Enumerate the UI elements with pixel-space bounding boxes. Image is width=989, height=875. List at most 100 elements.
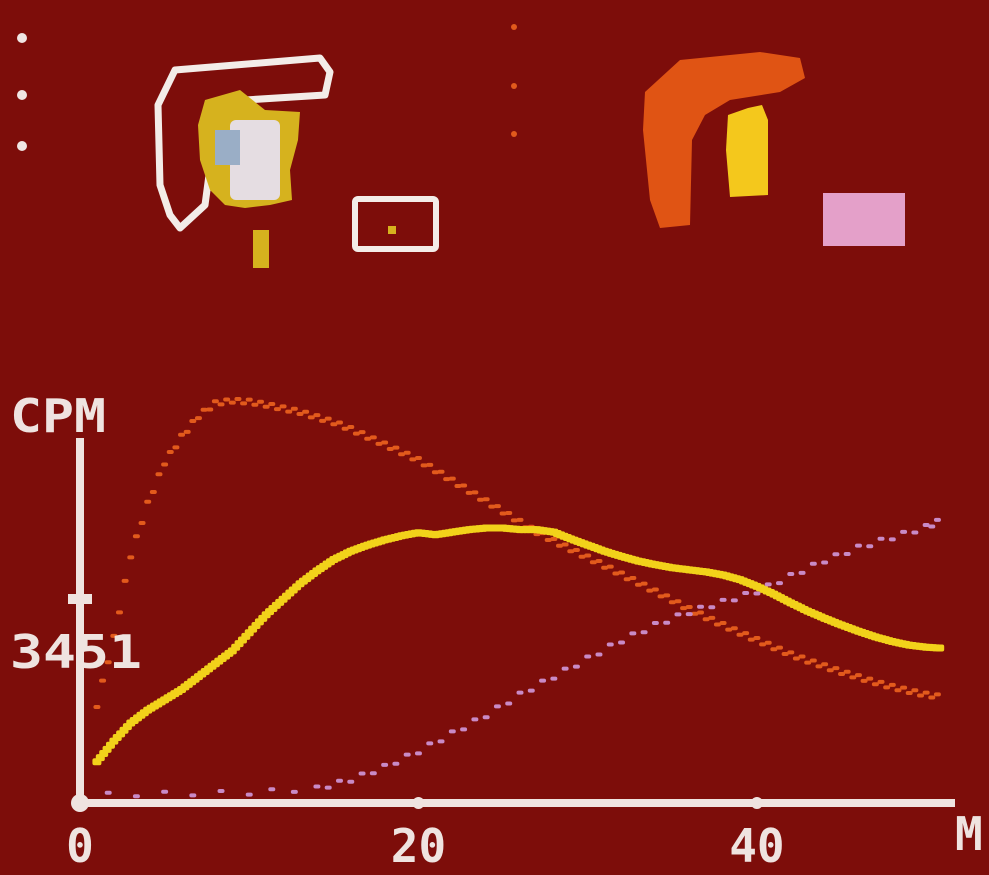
data-point <box>928 695 936 700</box>
data-point <box>330 422 338 427</box>
data-point <box>132 534 140 539</box>
data-point <box>516 690 524 695</box>
data-point <box>730 598 738 603</box>
data-point <box>409 457 417 462</box>
data-point <box>809 658 817 663</box>
data-point <box>612 571 620 576</box>
data-point <box>172 445 180 450</box>
x-tick-mark <box>412 797 425 809</box>
x-ticks: 0 20 40 <box>66 797 785 873</box>
data-point <box>928 524 936 529</box>
data-point <box>623 577 631 582</box>
data-point <box>375 441 383 446</box>
data-point <box>352 431 360 436</box>
data-point <box>933 517 941 522</box>
y-axis-label: CPM <box>10 389 106 443</box>
data-point <box>680 606 688 611</box>
data-point <box>245 792 253 797</box>
data-point <box>324 785 332 790</box>
data-point <box>832 666 840 671</box>
data-point <box>471 717 479 722</box>
data-point <box>935 644 945 652</box>
data-point <box>674 612 682 617</box>
data-point <box>697 604 705 609</box>
data-point <box>115 610 123 615</box>
data-point <box>223 397 231 402</box>
data-point <box>770 647 778 652</box>
data-point <box>578 554 586 559</box>
data-point <box>759 642 767 647</box>
data-point <box>381 440 389 445</box>
roi-box-left <box>352 196 439 252</box>
data-point <box>505 510 513 515</box>
data-point <box>595 652 603 657</box>
data-point <box>663 620 671 625</box>
data-point <box>358 430 366 435</box>
data-point <box>674 599 682 604</box>
data-point <box>747 637 755 642</box>
data-point <box>691 611 699 616</box>
data-point <box>888 682 896 687</box>
data-point <box>629 631 637 636</box>
x-tick-mark <box>750 797 763 809</box>
data-point <box>725 627 733 632</box>
data-point <box>279 404 287 409</box>
data-point <box>561 542 569 547</box>
data-point <box>640 581 648 586</box>
data-point <box>815 664 823 669</box>
data-point <box>121 578 129 583</box>
data-point <box>798 570 806 575</box>
data-point <box>917 693 925 698</box>
data-point <box>183 429 191 434</box>
data-point <box>104 660 112 665</box>
data-point <box>358 771 366 776</box>
data-point <box>719 621 727 626</box>
series-orange <box>93 396 941 709</box>
data-point <box>245 397 253 402</box>
data-point <box>194 416 202 421</box>
data-point <box>335 420 343 425</box>
data-point <box>132 794 140 799</box>
data-point <box>550 536 558 541</box>
data-point <box>787 572 795 577</box>
data-point <box>488 504 496 509</box>
data-point <box>211 399 219 404</box>
data-point <box>443 477 451 482</box>
data-point <box>651 587 659 592</box>
data-point <box>900 529 908 534</box>
data-point <box>161 789 169 794</box>
data-point <box>403 450 411 455</box>
data-point <box>324 416 332 421</box>
data-point <box>618 640 626 645</box>
data-point <box>381 762 389 767</box>
data-point <box>843 669 851 674</box>
data-point <box>144 499 152 504</box>
data-point <box>149 490 157 495</box>
data-point <box>606 564 614 569</box>
data-point <box>505 701 513 706</box>
indicator-dot <box>511 83 517 89</box>
data-point <box>708 605 716 610</box>
data-point <box>217 402 225 407</box>
data-point <box>567 549 575 554</box>
data-point <box>268 401 276 406</box>
data-point <box>392 445 400 450</box>
data-point <box>386 447 394 452</box>
data-point <box>657 594 665 599</box>
data-point <box>832 552 840 557</box>
data-point <box>527 688 535 693</box>
data-point <box>369 435 377 440</box>
data-point <box>742 590 750 595</box>
data-point <box>364 436 372 441</box>
data-point <box>764 582 772 587</box>
roi-panel <box>17 24 905 268</box>
data-point <box>448 729 456 734</box>
data-point <box>854 673 862 678</box>
data-point <box>933 692 941 697</box>
data-point <box>804 660 812 665</box>
data-point <box>589 560 597 565</box>
data-point <box>702 617 710 622</box>
series-layer <box>76 396 945 800</box>
